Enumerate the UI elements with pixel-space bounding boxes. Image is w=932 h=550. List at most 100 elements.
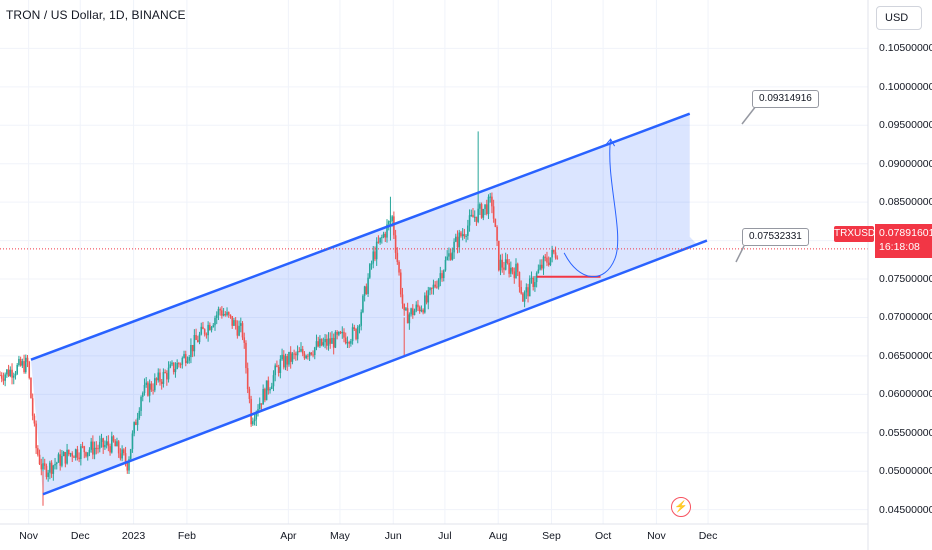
- candle-body: [162, 372, 165, 384]
- candle-body: [442, 270, 445, 279]
- candle-body: [198, 334, 201, 343]
- candle-body: [441, 273, 443, 279]
- candle-body: [449, 253, 452, 260]
- candle-body: [147, 382, 149, 396]
- candle-body: [494, 218, 497, 227]
- upper-target-callout[interactable]: 0.09314916: [752, 90, 819, 108]
- candle-body: [487, 196, 490, 214]
- candle-body: [305, 355, 307, 359]
- candle-body: [131, 433, 134, 450]
- time-tick: Sep: [542, 530, 561, 542]
- callout-pointer-lower: [735, 245, 745, 263]
- candle-body: [136, 417, 139, 425]
- candle-body: [329, 338, 332, 344]
- candle-body: [52, 465, 55, 474]
- candle-body: [326, 339, 328, 346]
- candle-body: [35, 423, 37, 449]
- candle-body: [217, 309, 220, 315]
- candle-body: [528, 278, 531, 297]
- candle-body: [489, 196, 491, 198]
- candle-body: [21, 361, 24, 366]
- candle-body: [119, 453, 122, 459]
- candle-body: [2, 378, 5, 381]
- candle-body: [331, 337, 333, 344]
- candle-body: [485, 204, 488, 214]
- candle-body: [243, 337, 246, 343]
- channel-upper-line[interactable]: [30, 112, 691, 361]
- candle-body: [66, 449, 68, 464]
- candle-body: [174, 368, 177, 373]
- candle-body: [499, 259, 502, 271]
- candle-body: [556, 257, 559, 259]
- price-tick: 0.07500000: [879, 273, 932, 285]
- candle-body: [45, 465, 48, 477]
- candle-body: [276, 365, 278, 368]
- candle-body: [188, 357, 190, 361]
- candle-body: [104, 444, 106, 448]
- lower-target-callout[interactable]: 0.07532331: [742, 228, 809, 246]
- candle-body: [399, 272, 402, 295]
- price-tick: 0.10500000: [879, 42, 932, 55]
- candle-body: [310, 352, 313, 355]
- candle-body: [434, 284, 436, 287]
- candle-body: [453, 241, 455, 253]
- current-price-badge: 0.07891601 16:18:08: [875, 224, 932, 258]
- candle-body: [6, 369, 8, 375]
- candle-body: [219, 309, 221, 311]
- candle-body: [93, 447, 96, 455]
- chart-title: TRON / US Dollar, 1D, BINANCE: [6, 8, 186, 22]
- candle-body: [159, 372, 161, 382]
- candle-body: [83, 446, 86, 453]
- currency-button[interactable]: USD: [876, 6, 922, 30]
- channel-lower-line[interactable]: [42, 239, 708, 496]
- candle-body: [530, 277, 533, 279]
- candle-body: [532, 277, 534, 287]
- candle-body: [475, 216, 478, 222]
- projection-path[interactable]: [563, 139, 619, 278]
- candle-body: [157, 372, 160, 381]
- candle-body: [164, 372, 166, 374]
- candle-body: [138, 410, 141, 418]
- candle-body: [296, 351, 299, 356]
- candle-body: [370, 263, 373, 265]
- candle-body: [272, 375, 275, 387]
- candle-body: [398, 261, 400, 273]
- candle-body: [37, 448, 39, 455]
- candle-body: [7, 369, 10, 376]
- candle-body: [25, 357, 27, 373]
- candle-body: [178, 363, 180, 365]
- candle-body: [255, 412, 258, 420]
- candle-body: [374, 251, 376, 260]
- candle-body: [186, 360, 189, 364]
- price-tick: 0.04500000: [879, 503, 932, 516]
- candle-body: [191, 344, 194, 352]
- flash-icon[interactable]: ⚡: [671, 497, 691, 517]
- candle-body: [80, 446, 82, 460]
- candle-body: [245, 342, 247, 369]
- candle-body: [167, 367, 170, 380]
- candle-body: [448, 253, 450, 257]
- candle-body: [92, 441, 94, 455]
- candle-body: [501, 259, 504, 268]
- candle-body: [269, 388, 271, 391]
- candle-body: [405, 308, 407, 311]
- time-tick: Aug: [488, 530, 508, 542]
- projection-arrowhead: [605, 138, 616, 147]
- candle-body: [534, 282, 536, 287]
- candle-body: [90, 441, 92, 450]
- candle-body: [300, 348, 302, 352]
- candle-body: [303, 353, 306, 359]
- candle-body: [210, 326, 213, 331]
- candle-body: [319, 338, 321, 347]
- candle-body: [307, 355, 309, 357]
- candle-body: [461, 234, 464, 237]
- candle-body: [341, 331, 344, 334]
- candle-body: [238, 325, 240, 336]
- candle-body: [358, 325, 361, 327]
- candle-body: [19, 358, 22, 366]
- candle-body: [241, 323, 244, 338]
- candle-body: [492, 206, 495, 219]
- candle-body: [525, 287, 528, 293]
- time-tick: Jul: [438, 530, 452, 542]
